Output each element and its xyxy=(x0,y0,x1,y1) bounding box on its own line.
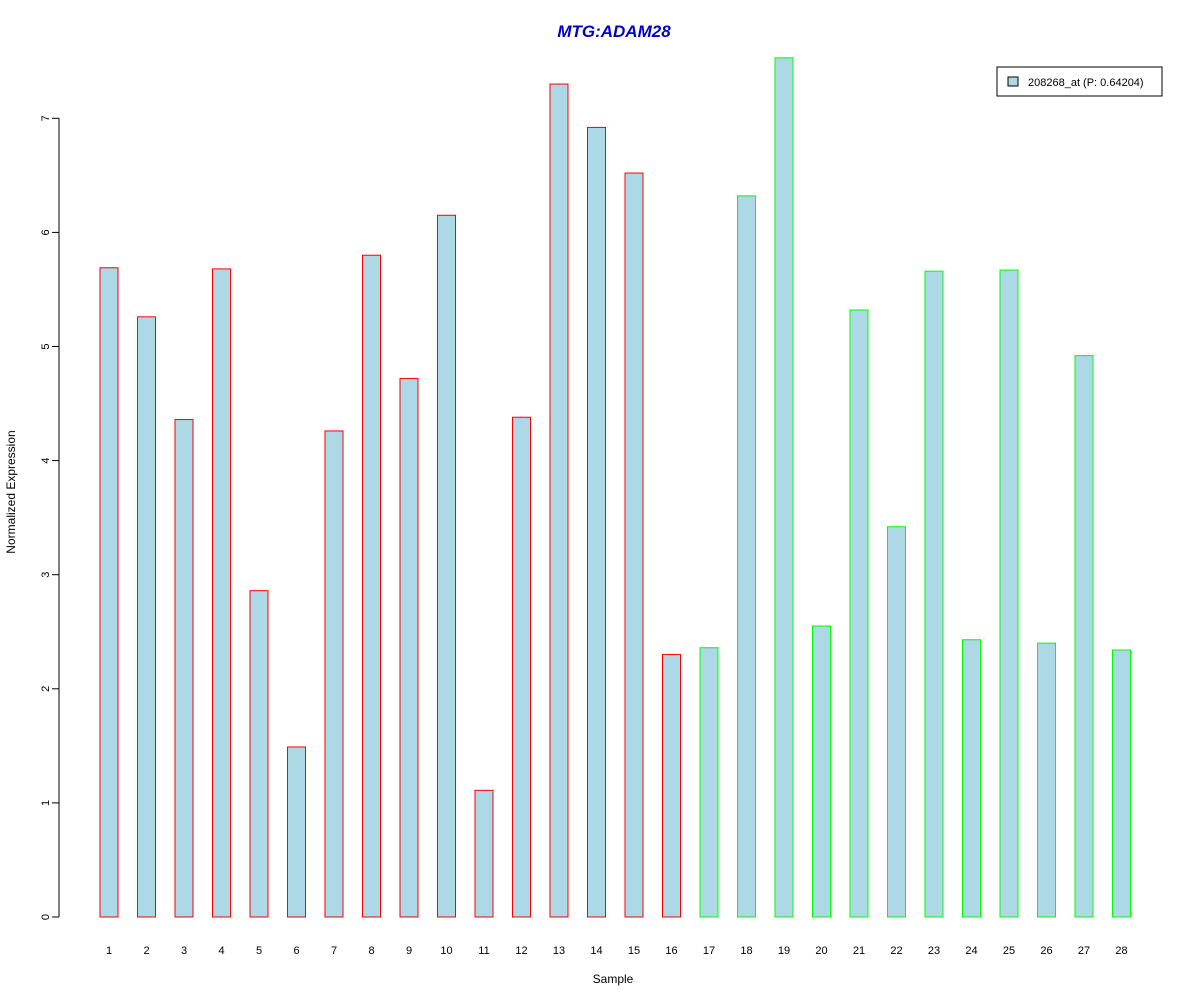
bar-sample-24 xyxy=(962,639,981,918)
legend: 208268_at (P: 0.64204) xyxy=(996,66,1163,97)
x-tick-label: 22 xyxy=(890,945,902,957)
bar-sample-13 xyxy=(549,83,569,918)
bar-sample-2 xyxy=(137,316,156,918)
x-tick-label: 2 xyxy=(143,945,149,957)
x-tick-label: 13 xyxy=(553,945,565,957)
bar-sample-28 xyxy=(1112,649,1131,918)
bar-sample-5 xyxy=(249,590,269,918)
y-tick-label: 3 xyxy=(40,572,52,578)
x-tick-label: 26 xyxy=(1040,945,1052,957)
x-tick-label: 17 xyxy=(703,945,715,957)
x-tick-label: 5 xyxy=(256,945,262,957)
x-tick-label: 19 xyxy=(778,945,790,957)
x-tick-label: 15 xyxy=(628,945,640,957)
x-tick-label: 7 xyxy=(331,945,337,957)
x-tick-label: 1 xyxy=(106,945,112,957)
bar-sample-10 xyxy=(437,214,456,918)
y-tick-label: 6 xyxy=(40,229,52,235)
bar-sample-25 xyxy=(999,269,1019,918)
y-tick-label: 5 xyxy=(40,343,52,349)
x-tick-label: 12 xyxy=(515,945,527,957)
x-tick-label: 11 xyxy=(478,945,489,957)
bar-sample-1 xyxy=(99,267,119,918)
x-tick-label: 10 xyxy=(440,945,452,957)
bar-sample-19 xyxy=(774,57,794,918)
x-tick-label: 25 xyxy=(1003,945,1015,957)
x-tick-label: 28 xyxy=(1115,945,1127,957)
x-tick-label: 21 xyxy=(853,945,865,957)
bar-sample-3 xyxy=(174,419,194,918)
x-tick-label: 18 xyxy=(740,945,752,957)
x-axis-label: Sample xyxy=(593,972,634,986)
x-tick-label: 20 xyxy=(815,945,827,957)
bars xyxy=(99,57,1131,918)
chart-title: MTG:ADAM28 xyxy=(557,22,671,41)
bar-sample-8 xyxy=(362,254,381,918)
x-tick-label: 27 xyxy=(1078,945,1090,957)
bar-sample-22 xyxy=(887,526,906,918)
y-tick-label: 4 xyxy=(40,458,52,464)
bar-sample-9 xyxy=(399,377,419,918)
x-tick-label: 23 xyxy=(928,945,940,957)
bar-sample-11 xyxy=(474,789,494,918)
x-tick-label: 4 xyxy=(218,945,224,957)
x-tick-labels: 1 2 3 4 5 6 7 8 9 10 11 12 13 14 15 16 17 18 19 20 21 22 23 24 2… xyxy=(106,945,1128,957)
legend-box xyxy=(996,66,1163,97)
bar-sample-14 xyxy=(587,126,606,918)
x-tick-label: 16 xyxy=(665,945,677,957)
x-tick-label: 3 xyxy=(181,945,187,957)
bar-sample-17 xyxy=(699,647,719,918)
y-axis: 0 1 2 3 4 5 6 7 xyxy=(40,115,60,920)
bar-sample-15 xyxy=(624,172,644,918)
bar-sample-18 xyxy=(737,195,756,918)
y-tick-label: 1 xyxy=(40,800,52,806)
bar-sample-4 xyxy=(212,268,231,918)
bar-sample-21 xyxy=(849,309,869,918)
y-tick-label: 0 xyxy=(40,914,52,920)
x-tick-label: 24 xyxy=(965,945,977,957)
x-tick-label: 14 xyxy=(590,945,602,957)
bar-sample-7 xyxy=(324,430,344,918)
bar-sample-6 xyxy=(287,746,306,918)
y-tick-label: 2 xyxy=(40,686,52,692)
x-tick-label: 6 xyxy=(293,945,299,957)
y-axis-label: Normalized Expression xyxy=(4,430,18,553)
legend-swatch xyxy=(1007,76,1019,87)
y-tick-label: 7 xyxy=(40,115,52,121)
x-tick-label: 8 xyxy=(368,945,374,957)
bar-sample-26 xyxy=(1037,642,1056,918)
x-tick-label: 9 xyxy=(406,945,412,957)
bar-sample-27 xyxy=(1074,355,1094,918)
legend-label: 208268_at (P: 0.64204) xyxy=(1028,77,1144,89)
bar-sample-20 xyxy=(812,625,831,918)
bar-sample-23 xyxy=(924,270,944,918)
bar-sample-16 xyxy=(662,654,681,918)
bar-sample-12 xyxy=(512,416,531,918)
